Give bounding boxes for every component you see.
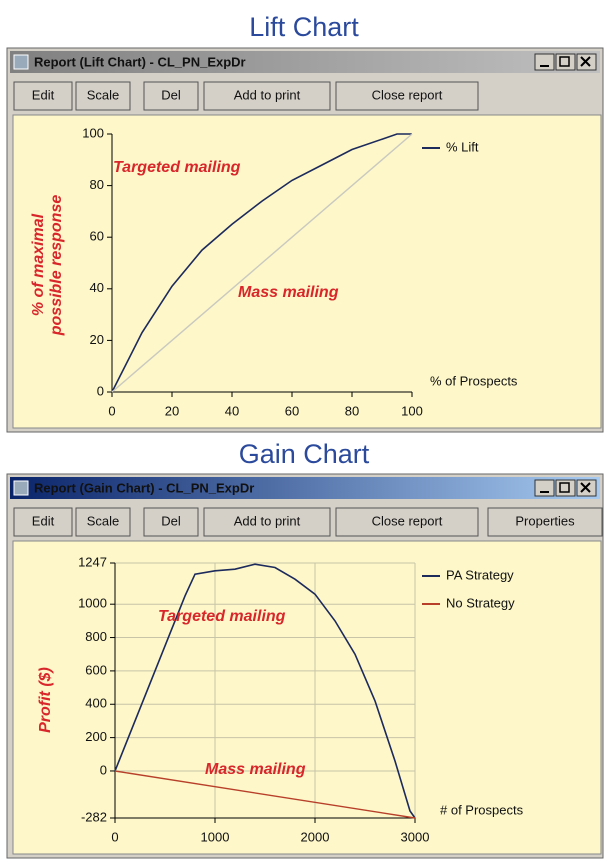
x-tick-label: 2000: [301, 829, 330, 844]
x-tick-label: 0: [111, 829, 118, 844]
button[interactable]: [13, 507, 73, 537]
y-tick-label: 0: [100, 762, 107, 777]
y-tick-label: 100: [82, 125, 104, 140]
chart-area: [12, 540, 602, 855]
button-label: Properties: [515, 513, 575, 528]
legend-label: No Strategy: [446, 595, 515, 610]
button[interactable]: [203, 81, 331, 111]
annotation: Targeted mailing: [113, 159, 241, 176]
data-line: [114, 563, 416, 819]
button[interactable]: [487, 507, 603, 537]
y-tick-label: 800: [85, 629, 107, 644]
window-control[interactable]: [534, 479, 555, 497]
y-axis-label: possible response: [48, 195, 65, 337]
y-tick-label: 60: [90, 229, 104, 244]
x-tick-label: 3000: [401, 829, 430, 844]
glyph: [559, 482, 570, 493]
button[interactable]: [75, 507, 131, 537]
x-tick-label: 0: [108, 403, 115, 418]
button[interactable]: [203, 507, 331, 537]
button[interactable]: [335, 507, 479, 537]
glyph: [580, 482, 591, 493]
annotation: Mass mailing: [238, 284, 339, 301]
x-tick-label: 1000: [201, 829, 230, 844]
button[interactable]: [143, 507, 199, 537]
y-tick-label: 1000: [78, 596, 107, 611]
data-line: [114, 770, 416, 819]
button-label: Edit: [32, 513, 55, 528]
button[interactable]: [13, 81, 73, 111]
button-label: Edit: [32, 87, 55, 102]
x-tick-label: 60: [285, 403, 299, 418]
window-icon: [13, 54, 29, 70]
x-tick-label: 100: [401, 403, 423, 418]
button-label: Scale: [87, 513, 120, 528]
x-tick-label: 40: [225, 403, 239, 418]
button-label: Add to print: [234, 513, 301, 528]
button-label: Del: [161, 513, 181, 528]
button-label: Del: [161, 87, 181, 102]
data-line: [111, 133, 412, 393]
y-tick-label: 80: [90, 177, 104, 192]
y-tick-label: 20: [90, 332, 104, 347]
y-tick-label: 0: [97, 383, 104, 398]
y-axis-label: % of maximal: [30, 213, 47, 316]
button-label: Close report: [372, 87, 443, 102]
y-tick-label: 40: [90, 280, 104, 295]
y-tick-label: 200: [85, 729, 107, 744]
y-tick-label: 600: [85, 662, 107, 677]
annotation: Mass mailing: [205, 761, 306, 778]
heading: Lift Chart: [249, 12, 359, 42]
title-bar: [10, 477, 600, 499]
window-icon: [13, 480, 29, 496]
window-title: Report (Gain Chart) - CL_PN_ExpDr: [34, 480, 254, 495]
legend-label: PA Strategy: [446, 567, 514, 582]
chart-area: [12, 114, 602, 429]
button[interactable]: [143, 81, 199, 111]
button-label: Add to print: [234, 87, 301, 102]
y-tick-label: -282: [81, 809, 107, 824]
data-line: [111, 133, 413, 393]
x-tick-label: 80: [345, 403, 359, 418]
window-control[interactable]: [534, 53, 555, 71]
annotation: Targeted mailing: [158, 608, 286, 625]
button[interactable]: [75, 81, 131, 111]
legend-label: % Lift: [446, 139, 479, 154]
title-bar: [10, 51, 600, 73]
y-tick-label: 1247: [78, 554, 107, 569]
x-axis-label: # of Prospects: [440, 802, 524, 817]
button-label: Scale: [87, 87, 120, 102]
y-tick-label: 400: [85, 696, 107, 711]
glyph: [559, 56, 570, 67]
x-tick-label: 20: [165, 403, 179, 418]
x-axis-label: % of Prospects: [430, 373, 518, 388]
button-label: Close report: [372, 513, 443, 528]
glyph: [580, 56, 591, 67]
heading: Gain Chart: [239, 439, 370, 469]
y-axis-label: Profit ($): [37, 667, 54, 733]
button[interactable]: [335, 81, 479, 111]
window-title: Report (Lift Chart) - CL_PN_ExpDr: [34, 54, 246, 69]
